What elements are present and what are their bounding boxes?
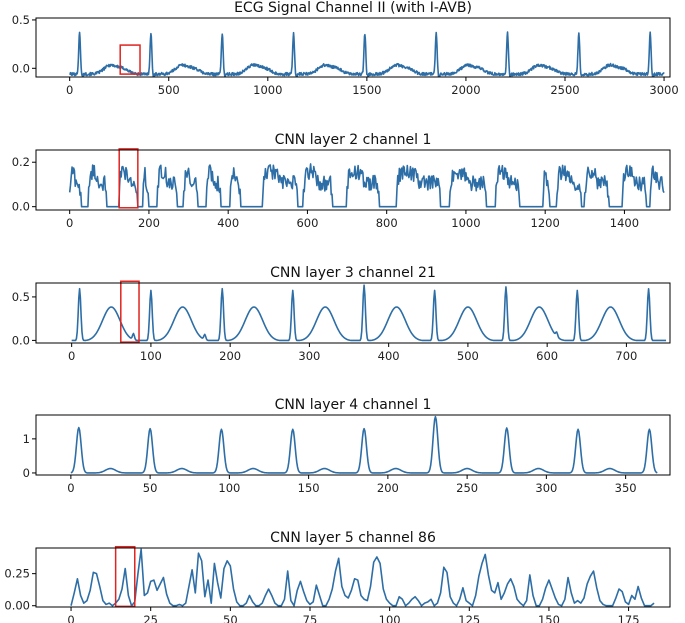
series-line: [68, 163, 665, 208]
x-tick-label: 50: [143, 481, 158, 495]
series-line: [70, 548, 655, 607]
x-tick-label: 300: [535, 481, 557, 495]
x-tick-label: 2000: [451, 83, 480, 97]
x-tick-label: 1000: [253, 83, 282, 97]
x-tick-label: 1500: [352, 83, 381, 97]
x-tick-label: 200: [377, 481, 399, 495]
x-tick-label: 1200: [531, 216, 560, 230]
x-tick-label: 150: [298, 481, 320, 495]
y-tick-label: 0: [23, 466, 30, 480]
x-tick-label: 350: [615, 481, 637, 495]
x-tick-label: 3000: [649, 83, 678, 97]
y-tick-label: 0.0: [12, 61, 30, 75]
x-tick-label: 0: [68, 349, 75, 363]
x-tick-label: 125: [458, 613, 480, 623]
x-tick-label: 1000: [451, 216, 480, 230]
panel-title: CNN layer 3 channel 21: [270, 265, 436, 281]
x-tick-label: 250: [456, 481, 478, 495]
x-tick-label: 0: [66, 216, 73, 230]
axes-frame: [35, 547, 671, 608]
x-tick-label: 0: [67, 481, 74, 495]
x-tick-label: 500: [158, 83, 180, 97]
panel-4: CNN layer 4 channel 1 0 50 100 150 200 250 300 3…: [23, 397, 671, 495]
highlight-box: [119, 44, 141, 75]
x-tick-label: 50: [223, 613, 238, 623]
y-tick-label: 0.0: [12, 333, 30, 347]
y-tick-label: 0.00: [4, 599, 30, 613]
x-tick-label: 1400: [610, 216, 639, 230]
x-tick-label: 100: [218, 481, 240, 495]
x-tick-label: 0: [67, 613, 74, 623]
panel-5: CNN layer 5 channel 86 0 25 50 75 100 125 150 17…: [4, 530, 671, 623]
x-tick-label: 500: [457, 349, 479, 363]
x-tick-label: 175: [618, 613, 640, 623]
axes-frame: [35, 17, 671, 78]
y-tick-label: 0.25: [4, 567, 30, 581]
x-tick-label: 600: [296, 216, 318, 230]
panel-title: CNN layer 5 channel 86: [270, 530, 436, 546]
x-tick-label: 200: [138, 216, 160, 230]
panel-title: ECG Signal Channel II (with I-AVB): [234, 0, 472, 16]
y-tick-label: 0.2: [12, 155, 30, 169]
x-tick-label: 100: [379, 613, 401, 623]
axes-frame: [35, 149, 671, 211]
x-tick-label: 25: [143, 613, 158, 623]
highlight-box: [118, 148, 139, 209]
x-tick-label: 800: [376, 216, 398, 230]
x-tick-label: 600: [536, 349, 558, 363]
panel-title: CNN layer 4 channel 1: [275, 397, 432, 413]
x-tick-label: 300: [298, 349, 320, 363]
y-tick-label: 1: [23, 432, 30, 446]
x-tick-label: 200: [219, 349, 241, 363]
axes-frame: [35, 414, 671, 476]
y-tick-label: 0.0: [12, 200, 30, 214]
highlight-box: [114, 545, 136, 608]
series-line: [70, 415, 658, 474]
y-tick-label: 0.5: [12, 290, 30, 304]
x-tick-label: 75: [303, 613, 318, 623]
highlight-box: [120, 280, 140, 343]
x-tick-label: 0: [66, 83, 73, 97]
x-tick-label: 700: [615, 349, 637, 363]
x-tick-label: 150: [538, 613, 560, 623]
series-line: [71, 284, 667, 342]
x-tick-label: 100: [140, 349, 162, 363]
y-tick-label: 0.5: [12, 13, 30, 27]
x-tick-label: 400: [217, 216, 239, 230]
axes-frame: [35, 282, 671, 344]
x-tick-label: 400: [378, 349, 400, 363]
panel-2: CNN layer 2 channel 1 0 200 400 600 800 1000 12…: [12, 132, 671, 230]
panel-1: ECG Signal Channel II (with I-AVB) 0 500 10…: [12, 0, 679, 97]
series-line: [69, 31, 665, 77]
panel-3: CNN layer 3 channel 21 0 100 200 300 400 500 60…: [12, 265, 671, 363]
panel-title: CNN layer 2 channel 1: [275, 132, 432, 148]
x-tick-label: 2500: [550, 83, 579, 97]
